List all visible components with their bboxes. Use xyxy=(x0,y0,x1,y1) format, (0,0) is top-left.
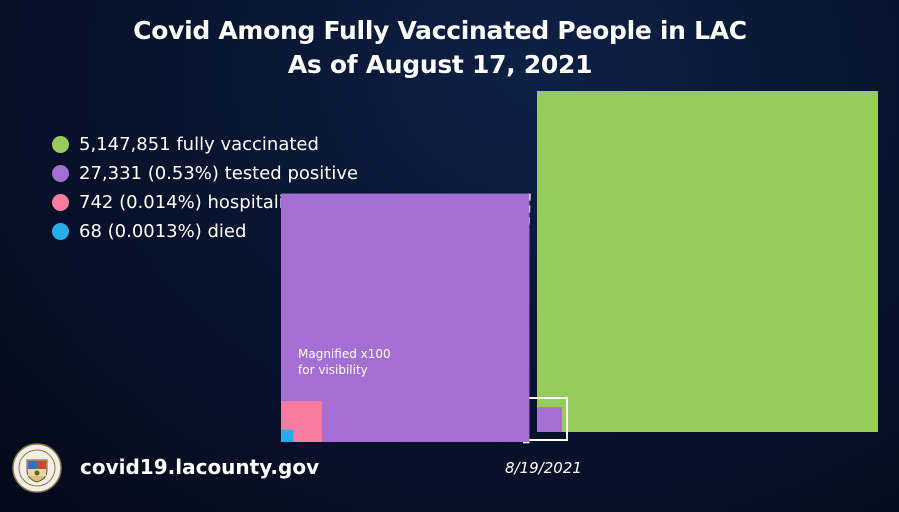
la-county-seal-icon xyxy=(12,443,62,493)
date-annotation: 8/19/2021 xyxy=(505,459,582,477)
legend-label-tested-positive: 27,331 (0.53%) tested positive xyxy=(79,163,359,184)
legend-label-vaccinated: 5,147,851 fully vaccinated xyxy=(79,134,319,155)
bar-tested-positive-magnified xyxy=(281,193,530,442)
bar-tested-positive-actual xyxy=(537,407,562,432)
bar-vaccinated xyxy=(537,91,878,432)
legend-dot-hospitalized xyxy=(52,194,69,211)
legend-item-vaccinated: 5,147,851 fully vaccinated xyxy=(52,130,358,159)
legend-label-hospitalized: 742 (0.014%) hospitalized xyxy=(79,192,316,213)
legend-dot-died xyxy=(52,223,69,240)
magnified-annotation-text: Magnified x100 for visibility xyxy=(298,347,391,377)
legend: 5,147,851 fully vaccinated 27,331 (0.53%… xyxy=(52,130,358,246)
legend-item-tested-positive: 27,331 (0.53%) tested positive xyxy=(52,159,358,188)
legend-label-died: 68 (0.0013%) died xyxy=(79,221,247,242)
title-line-1: Covid Among Fully Vaccinated People in L… xyxy=(133,16,747,45)
title-line-2: As of August 17, 2021 xyxy=(287,50,593,79)
legend-dot-vaccinated xyxy=(52,136,69,153)
legend-dot-tested-positive xyxy=(52,165,69,182)
legend-item-died: 68 (0.0013%) died xyxy=(52,217,358,246)
chart-title: Covid Among Fully Vaccinated People in L… xyxy=(0,14,880,82)
website-url: covid19.lacounty.gov xyxy=(80,455,320,479)
legend-item-hospitalized: 742 (0.014%) hospitalized xyxy=(52,188,358,217)
magnified-annotation: Magnified x100 for visibility xyxy=(298,346,398,378)
bar-died-magnified xyxy=(281,429,294,442)
